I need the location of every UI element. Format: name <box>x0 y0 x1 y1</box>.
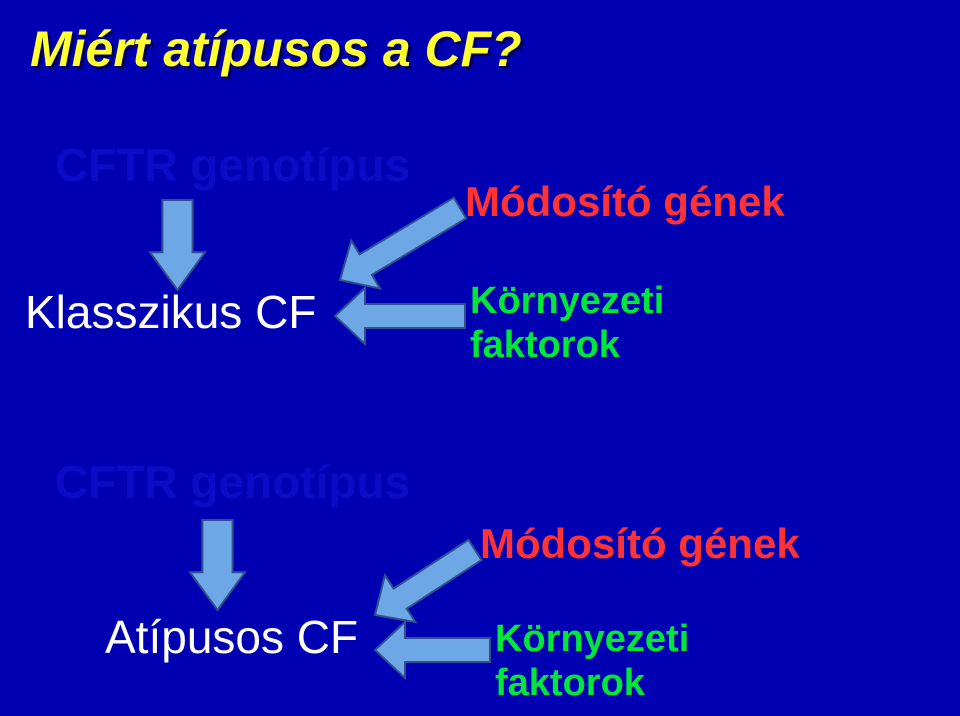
label-kornyezeti-1a: Környezeti <box>470 280 664 323</box>
ghost-genotype-2: CFTR genotípus <box>55 455 410 509</box>
arrow-down-2 <box>190 520 245 610</box>
arrow-diag-1 <box>340 198 466 289</box>
label-kornyezeti-1b: faktorok <box>470 324 620 367</box>
arrow-diag-2 <box>335 288 465 344</box>
label-klasszikus-cf: Klasszikus CF <box>25 285 316 339</box>
label-modosito-genek-2: Módosító gének <box>480 520 800 568</box>
label-kornyezeti-2b: faktorok <box>495 662 645 705</box>
label-modosito-genek-1: Módosító gének <box>465 178 785 226</box>
arrow-diag-3 <box>375 540 482 622</box>
slide-root: Miért atípusos a CF? CFTR genotípus CFTR… <box>0 0 960 716</box>
label-atipusos-cf: Atípusos CF <box>105 610 358 664</box>
label-kornyezeti-2a: Környezeti <box>495 618 689 661</box>
arrow-diag-4 <box>375 622 490 678</box>
slide-title: Miért atípusos a CF? <box>30 20 522 78</box>
ghost-genotype-1: CFTR genotípus <box>55 138 410 192</box>
arrow-down-1 <box>150 200 205 290</box>
